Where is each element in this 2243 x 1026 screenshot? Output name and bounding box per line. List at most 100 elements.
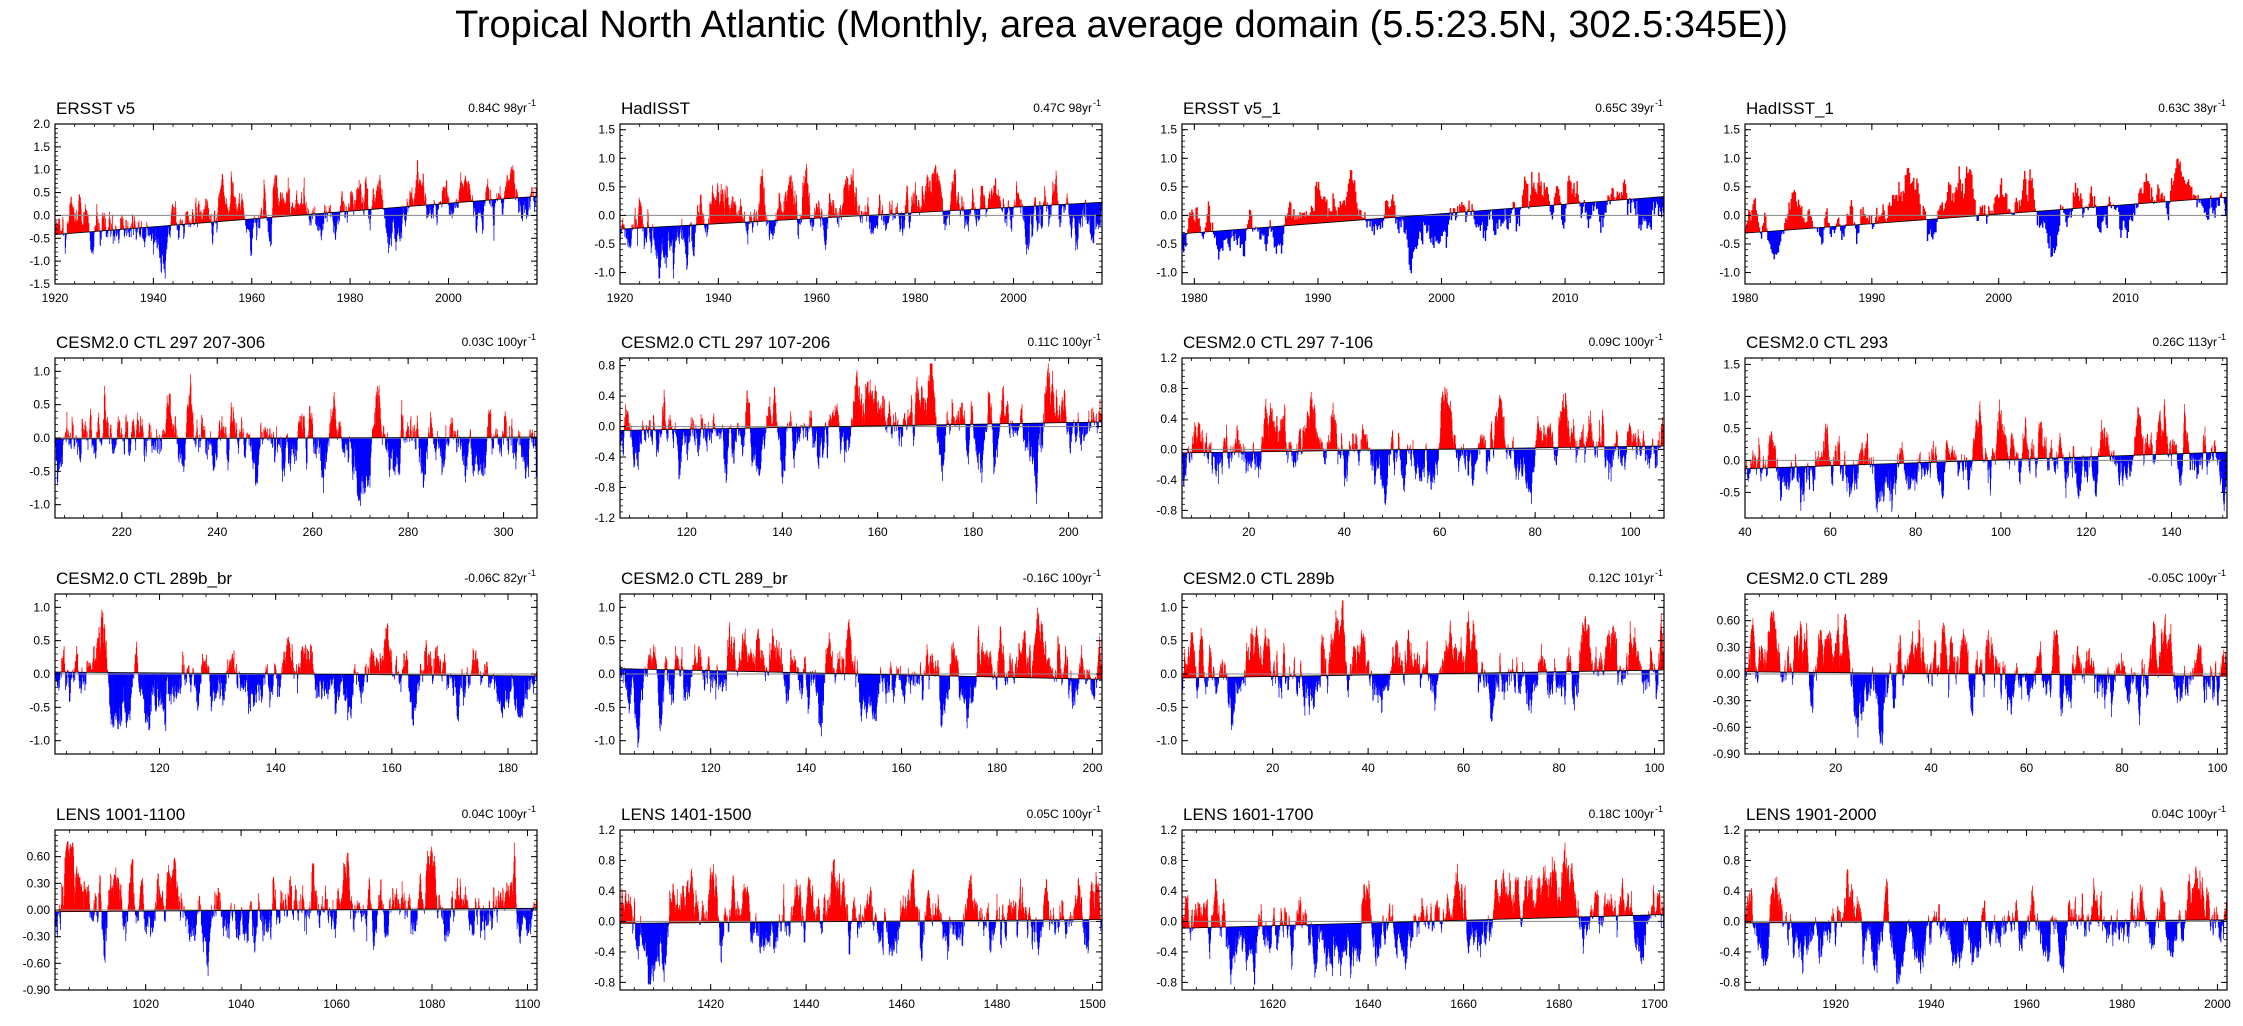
anomaly-bar [1870,214,1873,224]
anomaly-bar [228,216,230,221]
anomaly-bar [644,227,645,246]
anomaly-bar [808,196,810,219]
anomaly-bar [500,199,502,204]
anomaly-bar [126,228,128,234]
anomaly-bar [329,208,331,213]
anomaly-bar [500,197,501,200]
anomaly-bar [309,214,311,223]
anomaly-bar [1758,227,1761,233]
anomaly-bar [436,204,437,216]
anomaly-bar [461,180,462,203]
anomaly-bar [278,207,280,217]
anomaly-bar [770,220,771,229]
anomaly-bar [668,226,670,241]
anomaly-bar [901,211,902,214]
anomaly-bar [902,213,904,236]
anomaly-bar [712,185,713,225]
anomaly-bar [202,219,203,223]
anomaly-bar [881,209,883,215]
anomaly-bar [983,202,985,209]
anomaly-bar [863,213,864,216]
anomaly-bar [1018,200,1020,207]
anomaly-bar [654,227,656,250]
anomaly-bar [248,438,250,446]
anomaly-bar [155,226,157,240]
anomaly-bar [350,192,351,212]
anomaly-bar [514,182,515,199]
anomaly-bar [1005,207,1007,219]
anomaly-bar [940,191,942,212]
anomaly-bar [955,174,957,211]
anomaly-bar [346,211,348,223]
anomaly-bar [718,192,720,224]
anomaly-bar [796,210,798,220]
anomaly-bar [630,228,632,249]
anomaly-bar [874,214,875,229]
anomaly-bar [145,227,146,233]
anomaly-bar [120,218,121,230]
anomaly-bar [531,187,533,197]
anomaly-bar [686,225,688,269]
anomaly-bar [949,210,950,225]
anomaly-bar [743,217,745,223]
anomaly-bar [691,225,693,242]
anomaly-bar [1008,207,1010,209]
anomaly-bar [758,203,760,222]
anomaly-bar [635,223,636,229]
anomaly-bar [1007,207,1009,214]
anomaly-bar [1211,222,1214,232]
anomaly-bar [235,204,237,221]
anomaly-bar [993,185,995,209]
anomaly-bar [476,201,478,234]
anomaly-bar [181,220,182,225]
anomaly-bar [741,213,743,223]
y-tick-label: 0.5 [1160,180,1177,194]
anomaly-bar [736,214,738,223]
anomaly-bar [373,194,375,210]
x-tick-label: 1960 [803,291,830,305]
anomaly-bar [692,225,693,248]
anomaly-bar [116,229,117,237]
anomaly-bar [755,221,757,223]
anomaly-bar [364,194,366,210]
anomaly-bar [68,223,69,234]
anomaly-bar [312,208,314,215]
anomaly-bar [268,217,270,237]
anomaly-bar [870,215,871,223]
anomaly-bar [100,230,102,240]
anomaly-bar [209,216,211,223]
anomaly-bar [67,224,69,234]
anomaly-bar [767,220,769,223]
anomaly-bar [310,214,312,223]
anomaly-bar [399,207,401,239]
anomaly-bar [457,202,458,209]
anomaly-bar [719,209,720,224]
anomaly-bar [125,229,126,231]
anomaly-bar [695,224,696,233]
anomaly-bar [643,227,645,250]
anomaly-bar [414,193,416,206]
anomaly-bar [196,215,198,224]
anomaly-bar [195,438,197,445]
anomaly-bar [180,223,182,225]
anomaly-bar [2220,192,2223,198]
anomaly-bar [223,191,225,222]
anomaly-bar [822,217,824,226]
y-tick-label: 0.5 [598,180,615,194]
anomaly-bar [450,203,451,216]
anomaly-bar [80,208,82,233]
anomaly-bar [324,204,326,214]
trend-exponent: -1 [2218,98,2226,108]
anomaly-bar [150,227,151,235]
anomaly-bar [833,203,835,218]
plot-frame [619,123,1103,285]
anomaly-bar [1015,201,1017,208]
anomaly-bar [121,214,123,230]
anomaly-bar [489,200,491,204]
anomaly-bar [625,228,627,231]
anomaly-bar [224,195,226,222]
anomaly-bar [432,204,433,214]
anomaly-bar [798,219,800,224]
anomaly-bar [884,214,886,224]
anomaly-bar [680,225,682,233]
